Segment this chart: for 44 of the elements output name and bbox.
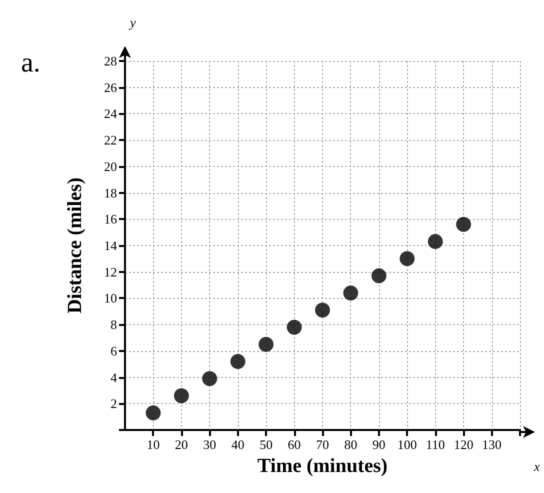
x-tick-label: 110: [426, 437, 445, 452]
y-tick-label: 26: [104, 80, 118, 95]
text: x: [533, 459, 540, 474]
point: [315, 302, 330, 318]
x-tick-label: 30: [203, 437, 216, 452]
y-tick-label: 4: [110, 370, 118, 385]
y-tick-label: 2: [110, 396, 117, 412]
y-tick-label: 14: [104, 238, 118, 253]
y-tick-label: 6: [110, 343, 118, 358]
point: [343, 285, 358, 300]
y-tick-label: 28: [104, 54, 117, 68]
x-tick-label: 120: [454, 437, 474, 452]
x-tick-label: 10: [146, 437, 160, 452]
chart-title: a.: [21, 48, 40, 78]
x-tick-label: 130: [482, 437, 502, 452]
x-axis-title: Time (minutes): [257, 454, 388, 477]
point: [371, 268, 386, 284]
point: [286, 320, 302, 335]
x-tick-label: 40: [231, 437, 244, 452]
point: [230, 354, 246, 369]
y-tick-label: 18: [104, 185, 117, 200]
x-tick-label: 80: [344, 437, 358, 452]
point: [202, 371, 218, 386]
x-tick-label: 100: [397, 437, 417, 452]
y-tick-label: 10: [104, 290, 117, 306]
y-tick-label: 8: [110, 317, 117, 332]
point: [428, 234, 443, 250]
point: [400, 251, 415, 266]
point: [146, 405, 161, 420]
x-tick-label: 70: [316, 437, 329, 452]
x-tick-label: 20: [174, 437, 188, 452]
point: [174, 388, 189, 404]
y-tick-label: 20: [104, 158, 117, 174]
y-tick-label: 12: [104, 264, 117, 280]
y-tick-label: 24: [104, 106, 118, 122]
y-tick-label: 22: [104, 132, 117, 148]
x-tick-label: 90: [372, 437, 386, 452]
point: [258, 336, 274, 352]
x-tick-label: 50: [260, 437, 273, 452]
point: [456, 216, 472, 232]
text: y: [128, 15, 136, 30]
x-tick-label: 60: [288, 437, 301, 452]
y-tick-label: 16: [104, 212, 118, 227]
y-axis-title: Distance (miles): [64, 177, 86, 314]
